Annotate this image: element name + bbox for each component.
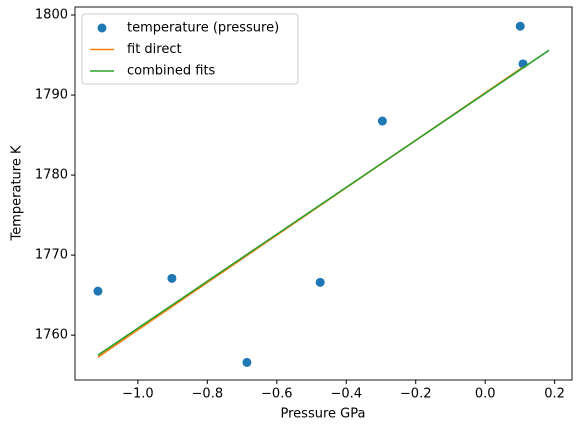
x-axis-label: Pressure GPa [281,407,366,422]
y-tick-label: 1790 [35,88,68,103]
y-tick-label: 1770 [35,248,68,263]
x-tick-label: −0.8 [192,387,224,402]
y-tick-label: 1760 [35,328,68,343]
x-tick-label: 0.2 [544,387,565,402]
x-tick-label: −0.6 [261,387,293,402]
y-tick-label: 1800 [35,8,68,23]
x-tick-label: −0.4 [330,387,362,402]
y-tick-label: 1780 [35,168,68,183]
legend-label: temperature (pressure) [127,21,279,36]
legend-label: fit direct [127,42,182,57]
data-point [377,116,387,126]
fit-line [97,49,550,356]
legend-box [81,13,299,85]
data-point [93,286,103,296]
y-axis-label: Temperature K [10,145,25,241]
data-point [315,277,325,287]
data-point [167,273,177,283]
x-tick-label: −0.2 [400,387,432,402]
data-point [242,357,252,367]
legend-marker [97,23,107,33]
data-point [515,21,525,31]
x-tick-label: −1.0 [122,387,154,402]
plot-frame [74,6,573,381]
x-tick-label: 0.0 [475,387,496,402]
legend-label: combined fits [127,64,216,79]
